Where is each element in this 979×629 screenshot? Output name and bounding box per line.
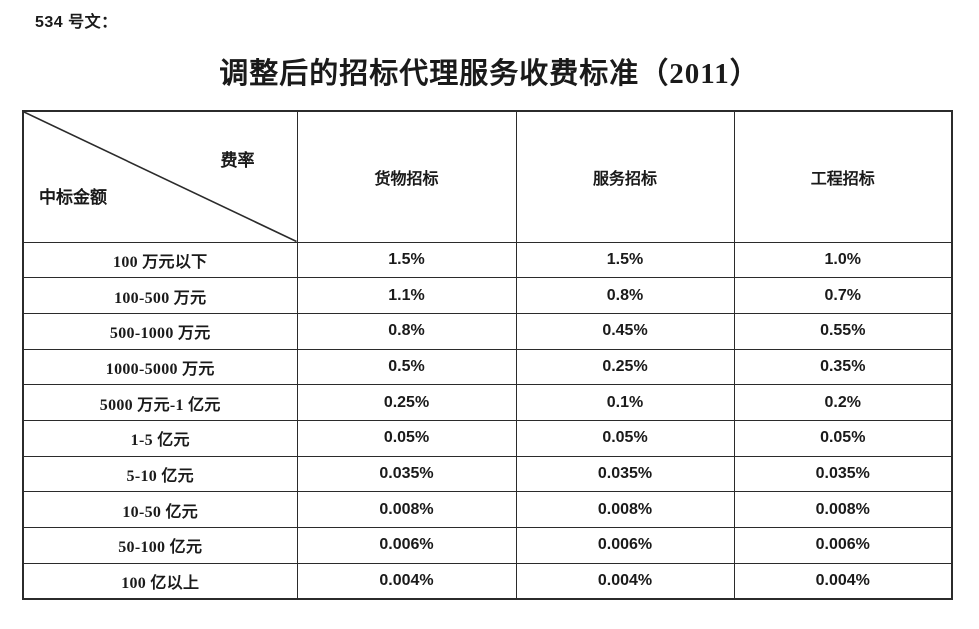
row-label: 500-1000 万元 xyxy=(22,312,298,350)
fee-cell: 0.25% xyxy=(515,348,735,386)
table-row: 100 亿以上 0.004% 0.004% 0.004% xyxy=(22,562,953,600)
fee-cell: 0.45% xyxy=(515,312,735,350)
fee-cell: 0.035% xyxy=(733,455,953,493)
table-row: 5-10 亿元 0.035% 0.035% 0.035% xyxy=(22,455,953,493)
fee-cell: 0.2% xyxy=(733,384,953,421)
fee-cell: 1.5% xyxy=(296,241,517,279)
fee-cell: 0.25% xyxy=(296,384,517,421)
column-header-goods: 货物招标 xyxy=(296,110,517,243)
table-row: 100-500 万元 1.1% 0.8% 0.7% xyxy=(22,277,953,314)
corner-header-cell: 费率 中标金额 xyxy=(22,110,298,243)
fee-cell: 0.05% xyxy=(296,419,517,457)
row-label: 1000-5000 万元 xyxy=(22,348,298,386)
row-label: 1-5 亿元 xyxy=(22,419,298,457)
table-header-row: 费率 中标金额 货物招标 服务招标 工程招标 xyxy=(22,110,953,243)
fee-cell: 0.7% xyxy=(733,277,953,314)
fee-cell: 0.05% xyxy=(733,419,953,457)
row-label: 100 万元以下 xyxy=(22,241,298,279)
fee-cell: 0.8% xyxy=(296,312,517,350)
fee-cell: 0.004% xyxy=(515,562,735,600)
diagonal-divider-line xyxy=(24,112,297,242)
table-row: 50-100 亿元 0.006% 0.006% 0.006% xyxy=(22,527,953,564)
row-label: 5000 万元-1 亿元 xyxy=(22,384,298,421)
row-label: 5-10 亿元 xyxy=(22,455,298,493)
doc-number-label: 534 号文： xyxy=(35,14,118,31)
table-row: 100 万元以下 1.5% 1.5% 1.0% xyxy=(22,241,953,279)
fee-cell: 0.006% xyxy=(515,527,735,564)
table-row: 500-1000 万元 0.8% 0.45% 0.55% xyxy=(22,312,953,350)
fee-cell: 0.05% xyxy=(515,419,735,457)
table-row: 10-50 亿元 0.008% 0.008% 0.008% xyxy=(22,491,953,528)
table-row: 1-5 亿元 0.05% 0.05% 0.05% xyxy=(22,419,953,457)
fee-cell: 0.5% xyxy=(296,348,517,386)
fee-cell: 0.35% xyxy=(733,348,953,386)
fee-cell: 0.006% xyxy=(733,527,953,564)
column-header-engineering: 工程招标 xyxy=(733,110,953,243)
row-label: 100 亿以上 xyxy=(22,562,298,600)
row-label: 50-100 亿元 xyxy=(22,527,298,564)
table-row: 1000-5000 万元 0.5% 0.25% 0.35% xyxy=(22,348,953,386)
corner-label-amount: 中标金额 xyxy=(39,187,107,207)
column-header-service: 服务招标 xyxy=(515,110,735,243)
fee-cell: 0.004% xyxy=(296,562,517,600)
fee-cell: 0.035% xyxy=(296,455,517,493)
fee-cell: 0.006% xyxy=(296,527,517,564)
fee-cell: 0.008% xyxy=(296,491,517,528)
fee-cell: 1.5% xyxy=(515,241,735,279)
fee-cell: 0.1% xyxy=(515,384,735,421)
fee-standard-table: 费率 中标金额 货物招标 服务招标 工程招标 100 万元以下 1.5% 1.5… xyxy=(22,110,953,600)
page-title: 调整后的招标代理服务收费标准（2011） xyxy=(219,58,760,90)
fee-cell: 0.035% xyxy=(515,455,735,493)
row-label: 10-50 亿元 xyxy=(22,491,298,528)
fee-cell: 1.0% xyxy=(733,241,953,279)
row-label: 100-500 万元 xyxy=(22,277,298,314)
fee-cell: 0.008% xyxy=(515,491,735,528)
fee-cell: 0.8% xyxy=(515,277,735,314)
corner-label-rate: 费率 xyxy=(220,151,255,170)
fee-cell: 1.1% xyxy=(296,277,517,314)
table-row: 5000 万元-1 亿元 0.25% 0.1% 0.2% xyxy=(22,384,953,421)
fee-cell: 0.004% xyxy=(733,562,953,600)
fee-cell: 0.55% xyxy=(733,312,953,350)
fee-cell: 0.008% xyxy=(733,491,953,528)
